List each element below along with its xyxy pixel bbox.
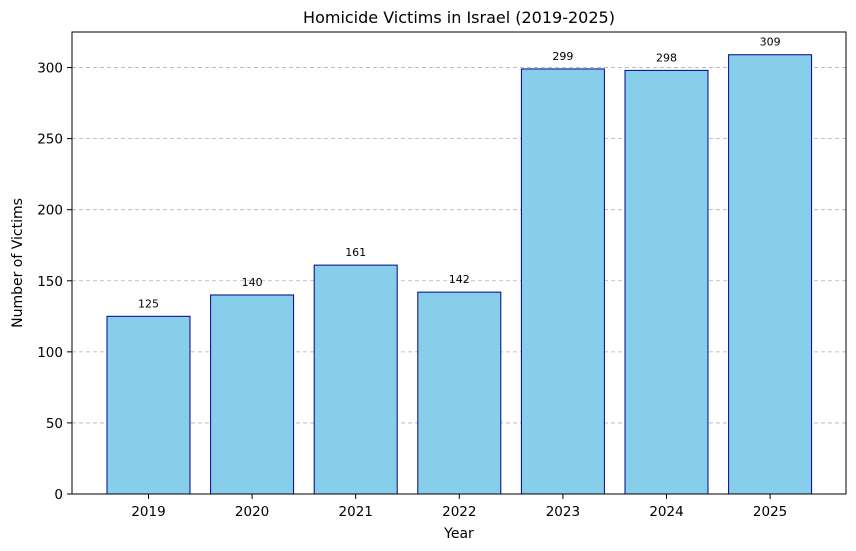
x-tick-label: 2022 <box>442 504 476 520</box>
y-tick-label: 150 <box>37 274 63 290</box>
x-axis-label: Year <box>443 526 474 542</box>
bar-2020 <box>210 294 295 495</box>
y-tick-label: 50 <box>46 416 63 432</box>
x-tick-label: 2023 <box>546 504 580 520</box>
grid-lines <box>72 67 846 424</box>
x-tick-label: 2019 <box>131 504 165 520</box>
x-tick-label: 2020 <box>235 504 269 520</box>
y-axis-ticks: 0 50 100 150 200 250 300 <box>37 61 72 503</box>
data-label-2020: 140 <box>242 276 263 289</box>
bar-2021 <box>313 264 398 495</box>
y-axis-label: Number of Victims <box>10 198 26 328</box>
x-tick-label: 2025 <box>753 504 787 520</box>
y-tick-label: 100 <box>37 345 63 361</box>
data-label-2021: 161 <box>345 246 366 259</box>
data-label-2023: 299 <box>552 50 573 63</box>
y-tick-label: 250 <box>37 132 63 148</box>
x-axis-ticks: 2019 2020 2021 2022 2023 2024 2025 <box>131 494 787 520</box>
x-tick-label: 2021 <box>339 504 373 520</box>
data-label-2019: 125 <box>138 297 159 310</box>
bar-2022 <box>417 291 502 495</box>
bar-2025 <box>728 54 813 495</box>
y-tick-label: 300 <box>37 61 63 77</box>
data-label-2022: 142 <box>449 273 470 286</box>
data-label-2024: 298 <box>656 51 677 64</box>
chart-title: Homicide Victims in Israel (2019-2025) <box>303 8 615 27</box>
x-tick-label: 2024 <box>649 504 683 520</box>
y-tick-label: 200 <box>37 203 63 219</box>
bar-2024 <box>624 69 709 495</box>
bar-value-labels: 125 140 161 142 299 298 309 <box>138 36 781 311</box>
bar-2019 <box>106 315 191 495</box>
data-label-2025: 309 <box>760 36 781 49</box>
bar-2023 <box>520 68 605 495</box>
bars <box>106 54 813 495</box>
y-tick-label: 0 <box>54 487 63 503</box>
